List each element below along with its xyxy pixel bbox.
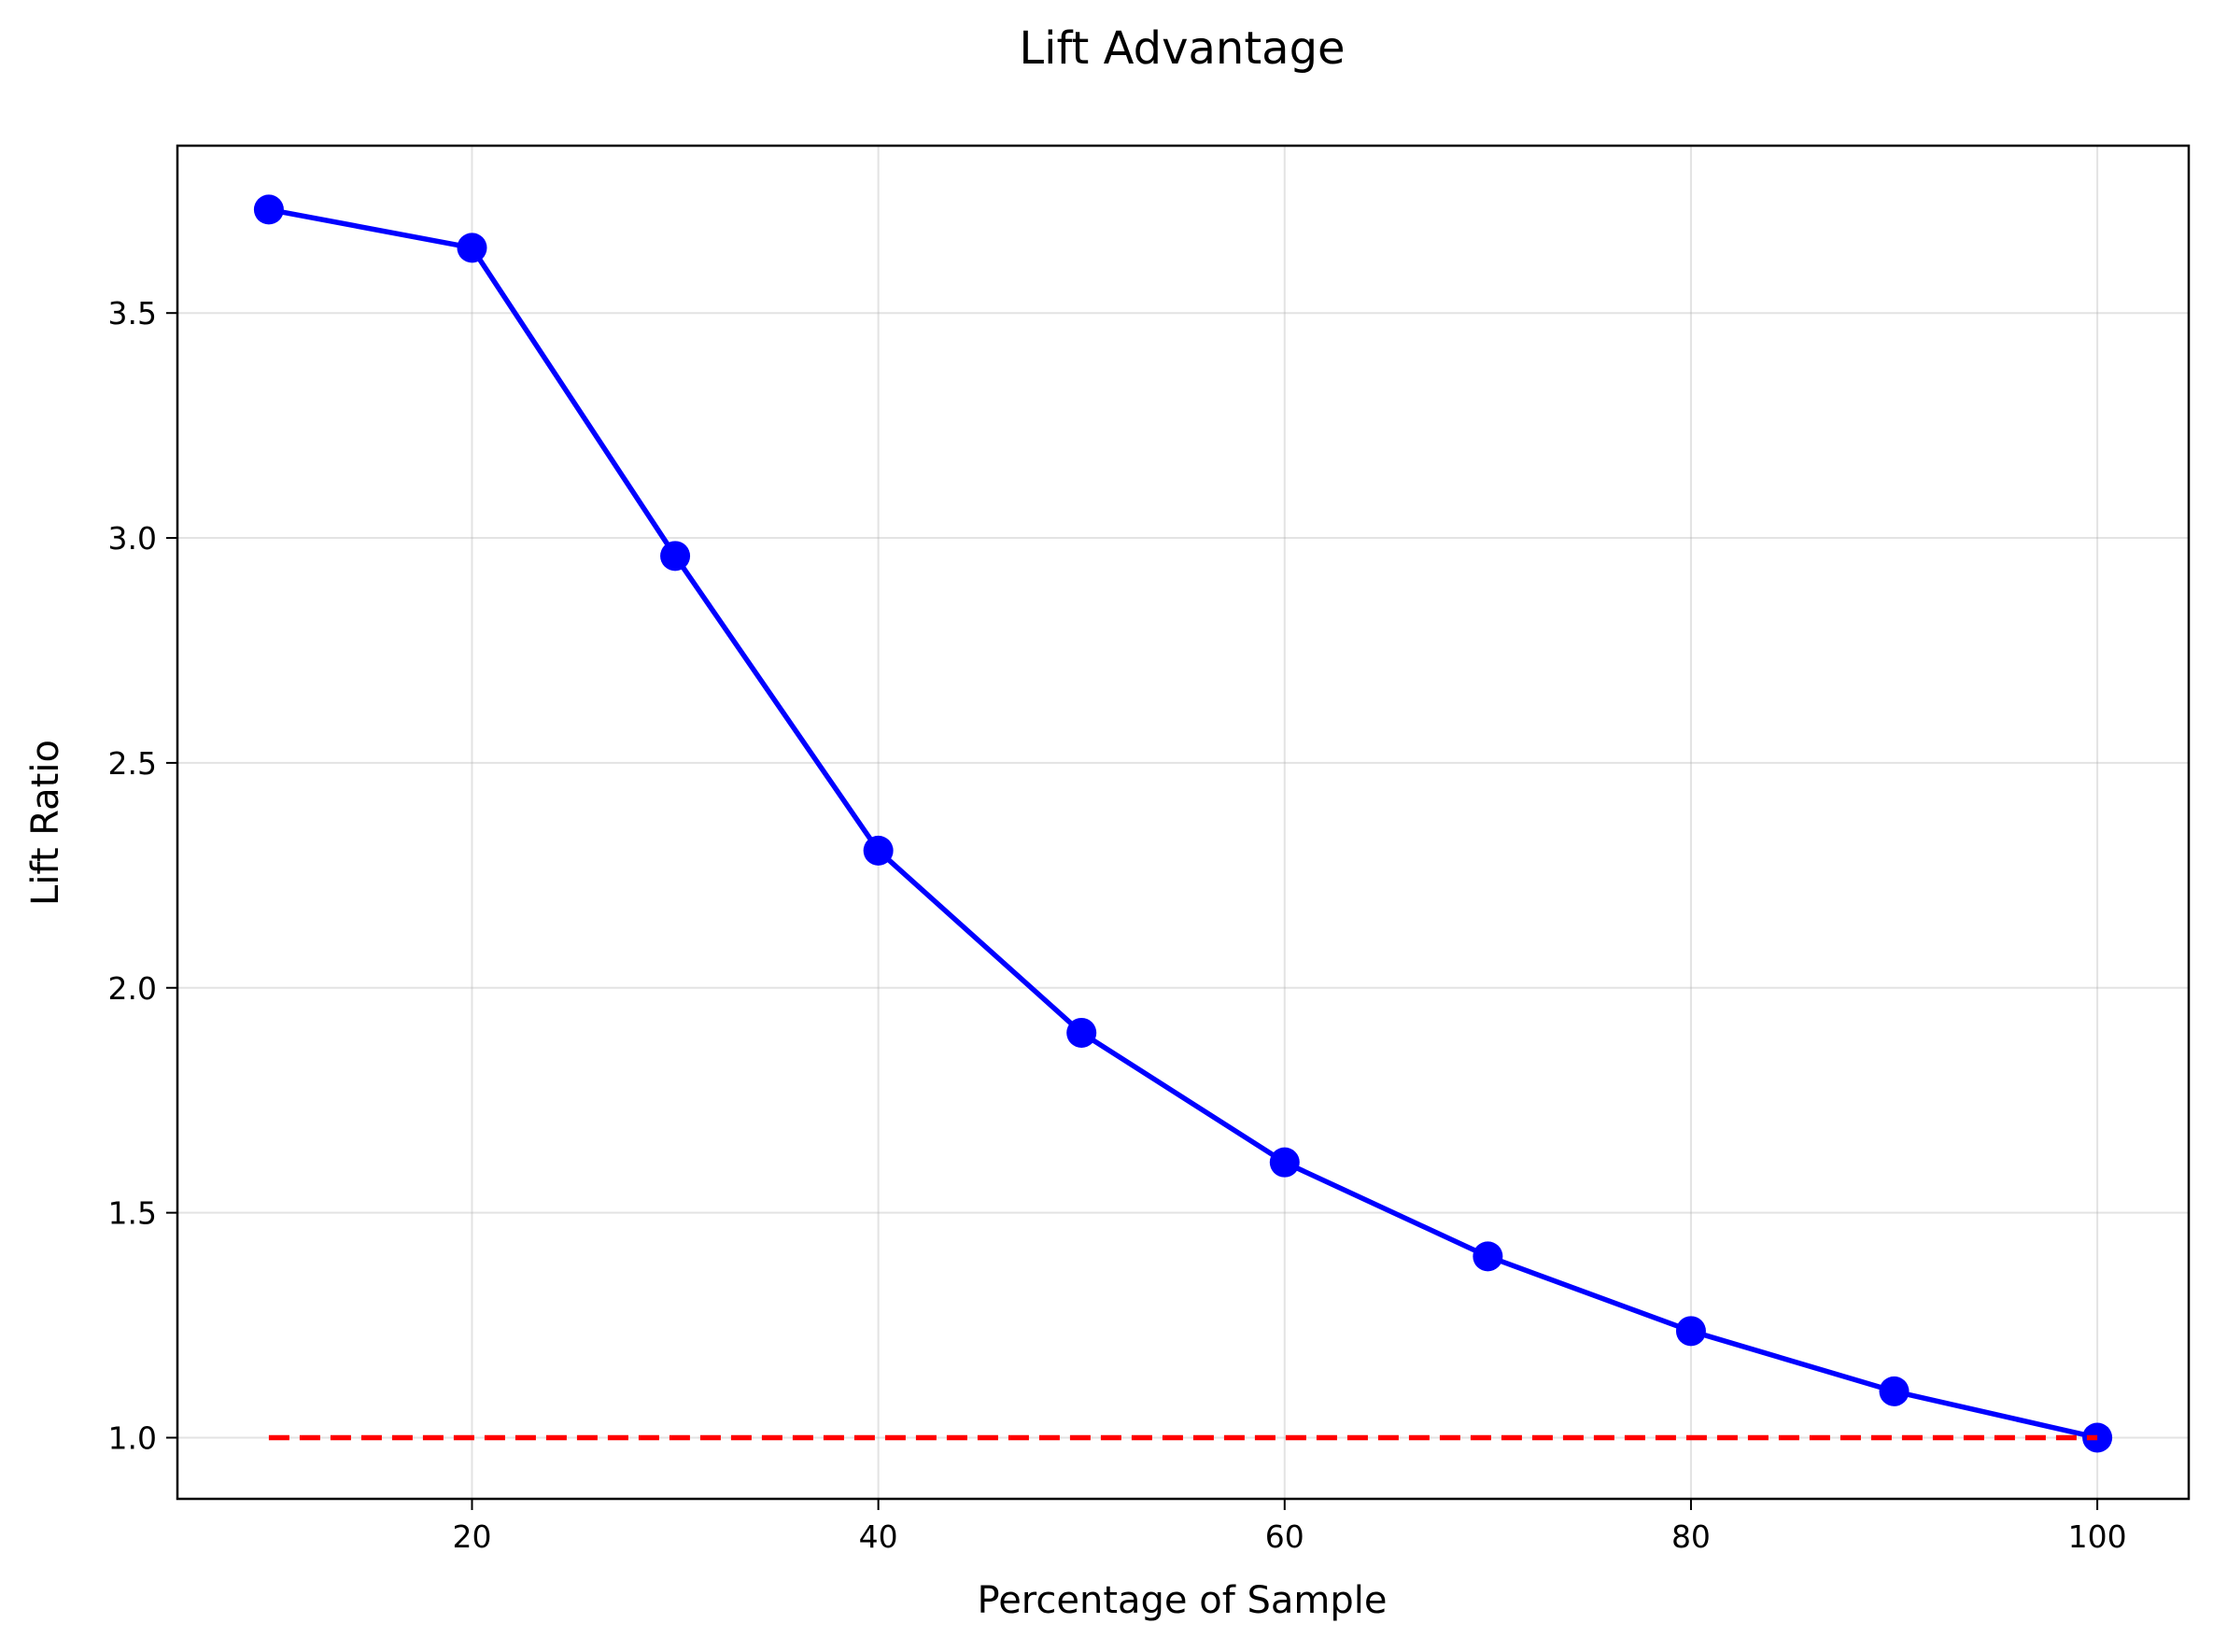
axis-ticks: 20 40 60 80 100 1.0 1.5 2.0 2.5 3.0 3.5 bbox=[108, 295, 2127, 1555]
series-layer bbox=[253, 194, 2113, 1453]
lift-data-point bbox=[1879, 1376, 1910, 1406]
plot-frame bbox=[176, 144, 2191, 1501]
lift-data-point bbox=[1675, 1316, 1706, 1347]
lift-data-point bbox=[1473, 1241, 1503, 1272]
chart-title: Lift Advantage bbox=[1019, 22, 1345, 75]
y-axis-title: Lift Ratio bbox=[24, 740, 67, 906]
x-tick-label: 80 bbox=[1671, 1518, 1711, 1555]
x-axis-title: Percentage of Sample bbox=[978, 1579, 1388, 1622]
y-tick-label: 1.5 bbox=[108, 1195, 157, 1232]
x-tick-label: 100 bbox=[2068, 1518, 2127, 1555]
lift-series-line bbox=[268, 206, 2098, 1441]
x-tick-label: 60 bbox=[1265, 1518, 1304, 1555]
lift-data-point bbox=[1066, 1017, 1097, 1048]
y-tick-label: 3.5 bbox=[108, 295, 157, 332]
lift-data-point bbox=[457, 233, 487, 263]
x-tick-label: 20 bbox=[452, 1518, 491, 1555]
y-tick-label: 2.5 bbox=[108, 745, 157, 782]
lift-data-point bbox=[863, 835, 894, 866]
y-tick-label: 2.0 bbox=[108, 970, 157, 1007]
lift-data-point bbox=[253, 194, 284, 225]
lift-data-point bbox=[660, 541, 691, 572]
x-tick-label: 40 bbox=[859, 1518, 898, 1555]
y-tick-label: 3.0 bbox=[108, 520, 157, 557]
y-tick-label: 1.0 bbox=[108, 1419, 157, 1456]
lift-data-point bbox=[1269, 1147, 1300, 1178]
